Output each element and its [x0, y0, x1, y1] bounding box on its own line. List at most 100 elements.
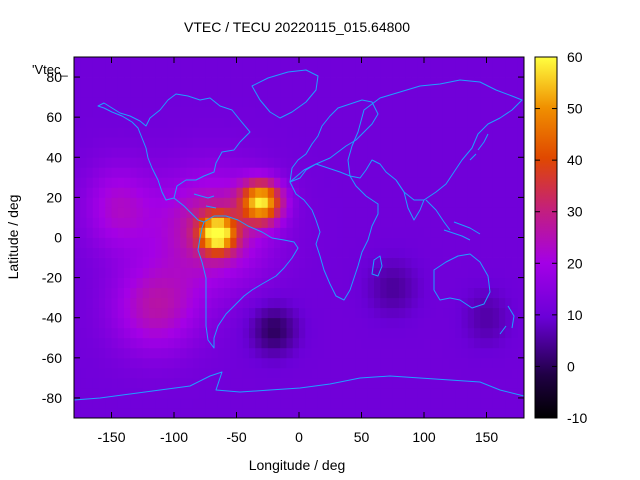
heatmap-cell: [492, 77, 500, 88]
heatmap-cell: [242, 337, 250, 349]
heatmap-cell: [305, 57, 312, 68]
heatmap-cell: [80, 407, 87, 419]
heatmap-cell: [467, 217, 475, 228]
heatmap-cell: [105, 307, 112, 319]
heatmap-cell: [130, 397, 137, 409]
heatmap-cell: [74, 367, 81, 379]
heatmap-cell: [161, 407, 169, 419]
heatmap-cell: [449, 327, 456, 339]
heatmap-cell: [149, 177, 156, 188]
heatmap-cell: [205, 97, 212, 108]
heatmap-cell: [267, 307, 275, 319]
heatmap-cell: [386, 397, 394, 409]
heatmap-cell: [124, 327, 131, 339]
heatmap-cell: [74, 287, 81, 299]
heatmap-cell: [267, 237, 275, 248]
heatmap-cell: [130, 347, 137, 359]
heatmap-cell: [192, 197, 200, 208]
heatmap-cell: [142, 137, 150, 148]
heatmap-cell: [136, 117, 144, 128]
heatmap-cell: [199, 347, 206, 359]
heatmap-cell: [486, 347, 494, 359]
heatmap-cell: [186, 267, 194, 279]
heatmap-cell: [105, 377, 112, 389]
heatmap-cell: [361, 217, 369, 228]
heatmap-cell: [336, 317, 344, 329]
heatmap-cell: [261, 207, 269, 218]
heatmap-cell: [436, 367, 444, 379]
heatmap-cell: [336, 377, 344, 389]
heatmap-cell: [155, 147, 162, 158]
heatmap-cell: [230, 157, 237, 168]
heatmap-cell: [480, 367, 487, 379]
heatmap-cell: [492, 377, 500, 389]
heatmap-cell: [386, 287, 394, 299]
heatmap-cell: [255, 397, 262, 409]
heatmap-cell: [136, 297, 144, 309]
heatmap-cell: [311, 227, 319, 238]
heatmap-cell: [280, 207, 287, 218]
heatmap-cell: [292, 57, 300, 68]
heatmap-cell: [324, 307, 331, 319]
heatmap-cell: [80, 137, 87, 148]
heatmap-cell: [80, 127, 87, 138]
heatmap-cell: [355, 367, 362, 379]
heatmap-cell: [142, 117, 150, 128]
heatmap-cell: [299, 387, 306, 399]
heatmap-cell: [286, 277, 294, 289]
heatmap-cell: [392, 327, 400, 339]
heatmap-cell: [411, 67, 419, 78]
heatmap-cell: [342, 347, 350, 359]
heatmap-cell: [336, 117, 344, 128]
heatmap-cell: [492, 317, 500, 329]
heatmap-cell: [311, 387, 319, 399]
heatmap-cell: [142, 387, 150, 399]
heatmap-cell: [342, 317, 350, 329]
heatmap-cell: [261, 127, 269, 138]
heatmap-cell: [505, 407, 512, 419]
heatmap-cell: [355, 137, 362, 148]
heatmap-cell: [411, 127, 419, 138]
heatmap-cell: [92, 277, 100, 289]
heatmap-cell: [305, 217, 312, 228]
heatmap-cell: [480, 337, 487, 349]
heatmap-cell: [324, 407, 331, 419]
heatmap-cell: [411, 137, 419, 148]
heatmap-cell: [167, 187, 175, 198]
heatmap-cell: [392, 307, 400, 319]
heatmap-cell: [305, 387, 312, 399]
heatmap-cell: [149, 97, 156, 108]
heatmap-cell: [374, 177, 381, 188]
heatmap-cell: [492, 347, 500, 359]
heatmap-cell: [505, 67, 512, 78]
heatmap-cell: [355, 117, 362, 128]
heatmap-cell: [236, 357, 244, 369]
heatmap-cell: [517, 207, 525, 218]
heatmap-cell: [299, 327, 306, 339]
heatmap-cell: [255, 367, 262, 379]
heatmap-cell: [486, 257, 494, 268]
coastline-south-america: [197, 215, 299, 349]
heatmap-cell: [386, 257, 394, 268]
heatmap-cell: [255, 277, 262, 289]
heatmap-cell: [361, 97, 369, 108]
heatmap-cell: [249, 57, 256, 68]
heatmap-cell: [424, 377, 431, 389]
heatmap-cell: [192, 187, 200, 198]
heatmap-cell: [361, 127, 369, 138]
heatmap-cell: [174, 87, 181, 98]
heatmap-cell: [211, 107, 219, 118]
heatmap-cell: [461, 87, 469, 98]
heatmap-cell: [74, 277, 81, 289]
heatmap-cell: [261, 227, 269, 238]
heatmap-cell: [149, 247, 156, 258]
heatmap-cell: [505, 187, 512, 198]
heatmap-cell: [449, 107, 456, 118]
heatmap-cell: [224, 317, 231, 329]
heatmap-cell: [205, 197, 212, 208]
heatmap-cell: [430, 67, 437, 78]
heatmap-cell: [180, 277, 187, 289]
heatmap-cell: [261, 407, 269, 419]
heatmap-cell: [492, 367, 500, 379]
heatmap-cell: [192, 317, 200, 329]
